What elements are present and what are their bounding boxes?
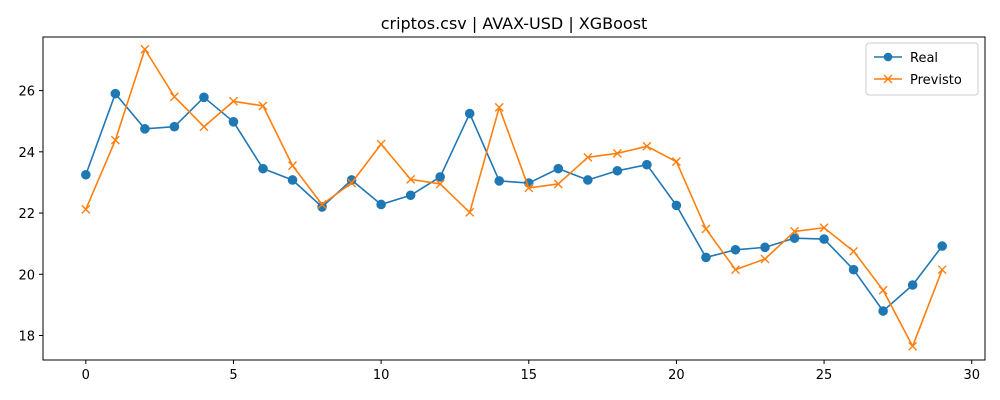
point-real-23 (760, 242, 770, 253)
point-previsto-21 (701, 224, 711, 234)
point-real-10 (376, 199, 386, 210)
point-real-1 (110, 88, 121, 99)
point-previsto-6 (258, 101, 268, 111)
point-previsto-4 (199, 122, 209, 132)
point-previsto-1 (110, 135, 120, 145)
legend-marker-previsto (883, 74, 893, 84)
point-previsto-26 (849, 246, 859, 256)
legend-label-real: Real (910, 51, 938, 66)
point-real-9 (346, 175, 357, 185)
point-real-17 (583, 175, 593, 185)
chart-title: criptos.csv | AVAX-USD | XGBoost (381, 14, 648, 33)
point-previsto-24 (790, 226, 800, 236)
point-previsto-29 (937, 265, 947, 275)
point-previsto-9 (347, 178, 357, 188)
point-real-7 (287, 175, 298, 185)
legend-item-real: Real (874, 51, 938, 66)
point-real-12 (435, 172, 445, 182)
x-tick-label-6: 30 (963, 368, 980, 383)
y-tick-label-0: 18 (18, 330, 35, 345)
y-tick-label-3: 24 (18, 146, 35, 161)
x-tick-label-5: 25 (816, 368, 833, 383)
point-previsto-23 (760, 254, 770, 264)
point-previsto-18 (612, 148, 622, 158)
point-previsto-15 (524, 183, 534, 193)
point-real-0 (81, 169, 91, 180)
point-previsto-13 (465, 207, 475, 217)
point-previsto-11 (406, 174, 416, 184)
point-previsto-27 (878, 285, 888, 295)
point-previsto-19 (642, 141, 652, 151)
point-real-26 (848, 264, 859, 275)
legend-marker-real (883, 52, 893, 62)
point-real-20 (671, 200, 682, 211)
point-previsto-25 (819, 223, 829, 233)
point-real-6 (258, 163, 268, 174)
x-axis: 0 5 10 15 20 25 30 (82, 360, 980, 383)
legend-item-previsto: Previsto (874, 73, 962, 88)
point-real-4 (199, 92, 209, 103)
point-real-24 (789, 233, 800, 243)
point-real-8 (317, 202, 327, 212)
point-previsto-8 (317, 199, 327, 209)
legend: Real Previsto (865, 42, 979, 96)
plot-area (42, 36, 986, 361)
point-previsto-10 (376, 139, 386, 149)
point-real-18 (612, 165, 623, 176)
point-real-25 (819, 234, 829, 244)
series-layer (81, 44, 947, 351)
series-line-previsto (85, 48, 943, 348)
x-tick-label-4: 20 (668, 368, 685, 383)
series-previsto (81, 44, 947, 351)
point-previsto-5 (228, 96, 238, 106)
x-tick-label-3: 15 (520, 368, 537, 383)
point-previsto-2 (140, 44, 150, 54)
point-previsto-22 (730, 265, 740, 275)
legend-label-previsto: Previsto (910, 73, 962, 88)
point-real-19 (642, 159, 652, 170)
point-previsto-14 (494, 102, 504, 112)
x-tick-label-2: 10 (373, 368, 390, 383)
point-real-27 (878, 306, 888, 316)
point-previsto-28 (908, 341, 918, 351)
point-real-14 (494, 176, 505, 186)
point-previsto-7 (288, 161, 298, 171)
point-previsto-12 (435, 179, 445, 189)
point-previsto-17 (583, 152, 593, 162)
point-real-11 (405, 190, 416, 201)
point-real-22 (730, 244, 741, 255)
point-real-21 (701, 252, 711, 263)
point-real-29 (937, 241, 947, 251)
point-real-16 (553, 163, 564, 174)
y-tick-label-1: 20 (18, 268, 35, 283)
plot-frame (42, 36, 986, 361)
point-real-3 (169, 121, 180, 132)
point-previsto-20 (671, 157, 681, 167)
legend-box (865, 42, 979, 96)
series-real (81, 88, 947, 316)
point-real-2 (140, 124, 150, 134)
series-line-real (85, 92, 943, 312)
x-tick-label-0: 0 (82, 368, 90, 383)
x-tick-label-1: 5 (229, 368, 237, 383)
y-tick-label-4: 26 (18, 85, 35, 100)
y-axis: 18 20 22 24 26 (18, 85, 43, 345)
point-previsto-0 (81, 204, 91, 214)
y-tick-label-2: 22 (18, 207, 35, 222)
point-real-13 (464, 108, 475, 119)
point-real-5 (228, 117, 239, 127)
point-real-28 (907, 280, 918, 290)
point-previsto-3 (169, 92, 179, 102)
point-previsto-16 (553, 179, 563, 189)
